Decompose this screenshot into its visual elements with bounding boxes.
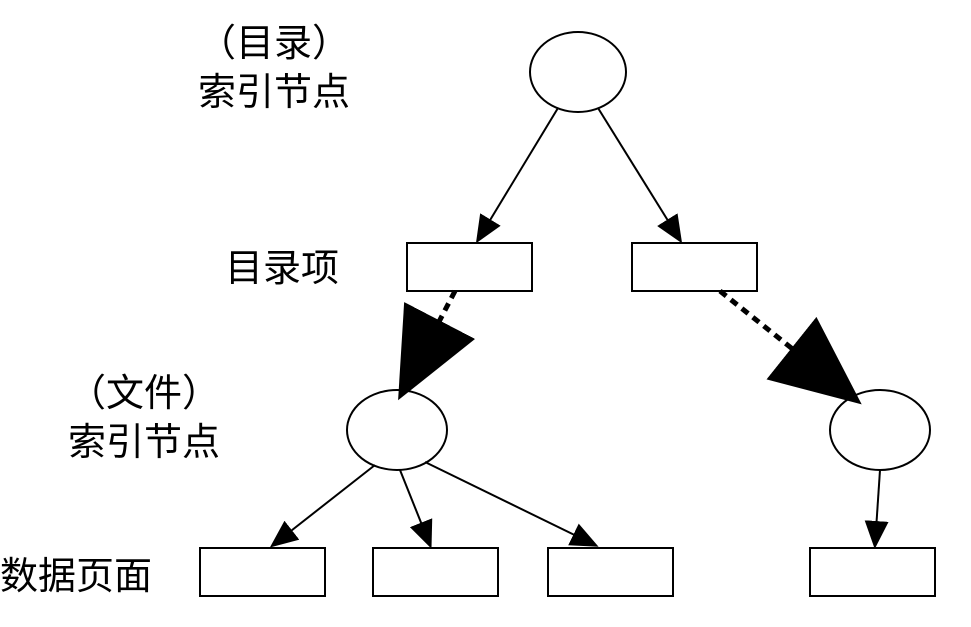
file-label: （文件） 索引节点 xyxy=(68,370,220,469)
root-index-node xyxy=(530,32,626,112)
root-label-line2: 索引节点 xyxy=(198,69,350,118)
data-page-2 xyxy=(373,548,498,596)
file-label-line2: 索引节点 xyxy=(68,419,220,468)
dir-entry-right xyxy=(632,243,757,291)
data-page-4 xyxy=(810,548,935,596)
edge-dir-right-to-file-right xyxy=(720,291,850,395)
file-label-line1: （文件） xyxy=(68,370,220,419)
root-label: （目录） 索引节点 xyxy=(198,20,350,119)
edge-file-left-to-data-3 xyxy=(425,462,595,545)
edge-root-to-dir-left xyxy=(478,108,558,240)
data-page-3 xyxy=(548,548,673,596)
diagram-svg xyxy=(0,0,971,627)
edge-file-left-to-data-1 xyxy=(273,465,375,545)
edge-dir-left-to-file-left xyxy=(405,291,455,387)
data-page-label: 数据页面 xyxy=(0,553,152,602)
dir-entry-label: 目录项 xyxy=(225,245,339,294)
edge-file-right-to-data-4 xyxy=(875,470,880,545)
file-index-node-right xyxy=(830,390,930,470)
data-page-1 xyxy=(200,548,325,596)
edge-root-to-dir-right xyxy=(598,108,680,240)
dir-entry-left xyxy=(407,243,532,291)
root-label-line1: （目录） xyxy=(198,20,350,69)
edge-file-left-to-data-2 xyxy=(400,470,430,545)
file-index-node-left xyxy=(347,390,447,470)
